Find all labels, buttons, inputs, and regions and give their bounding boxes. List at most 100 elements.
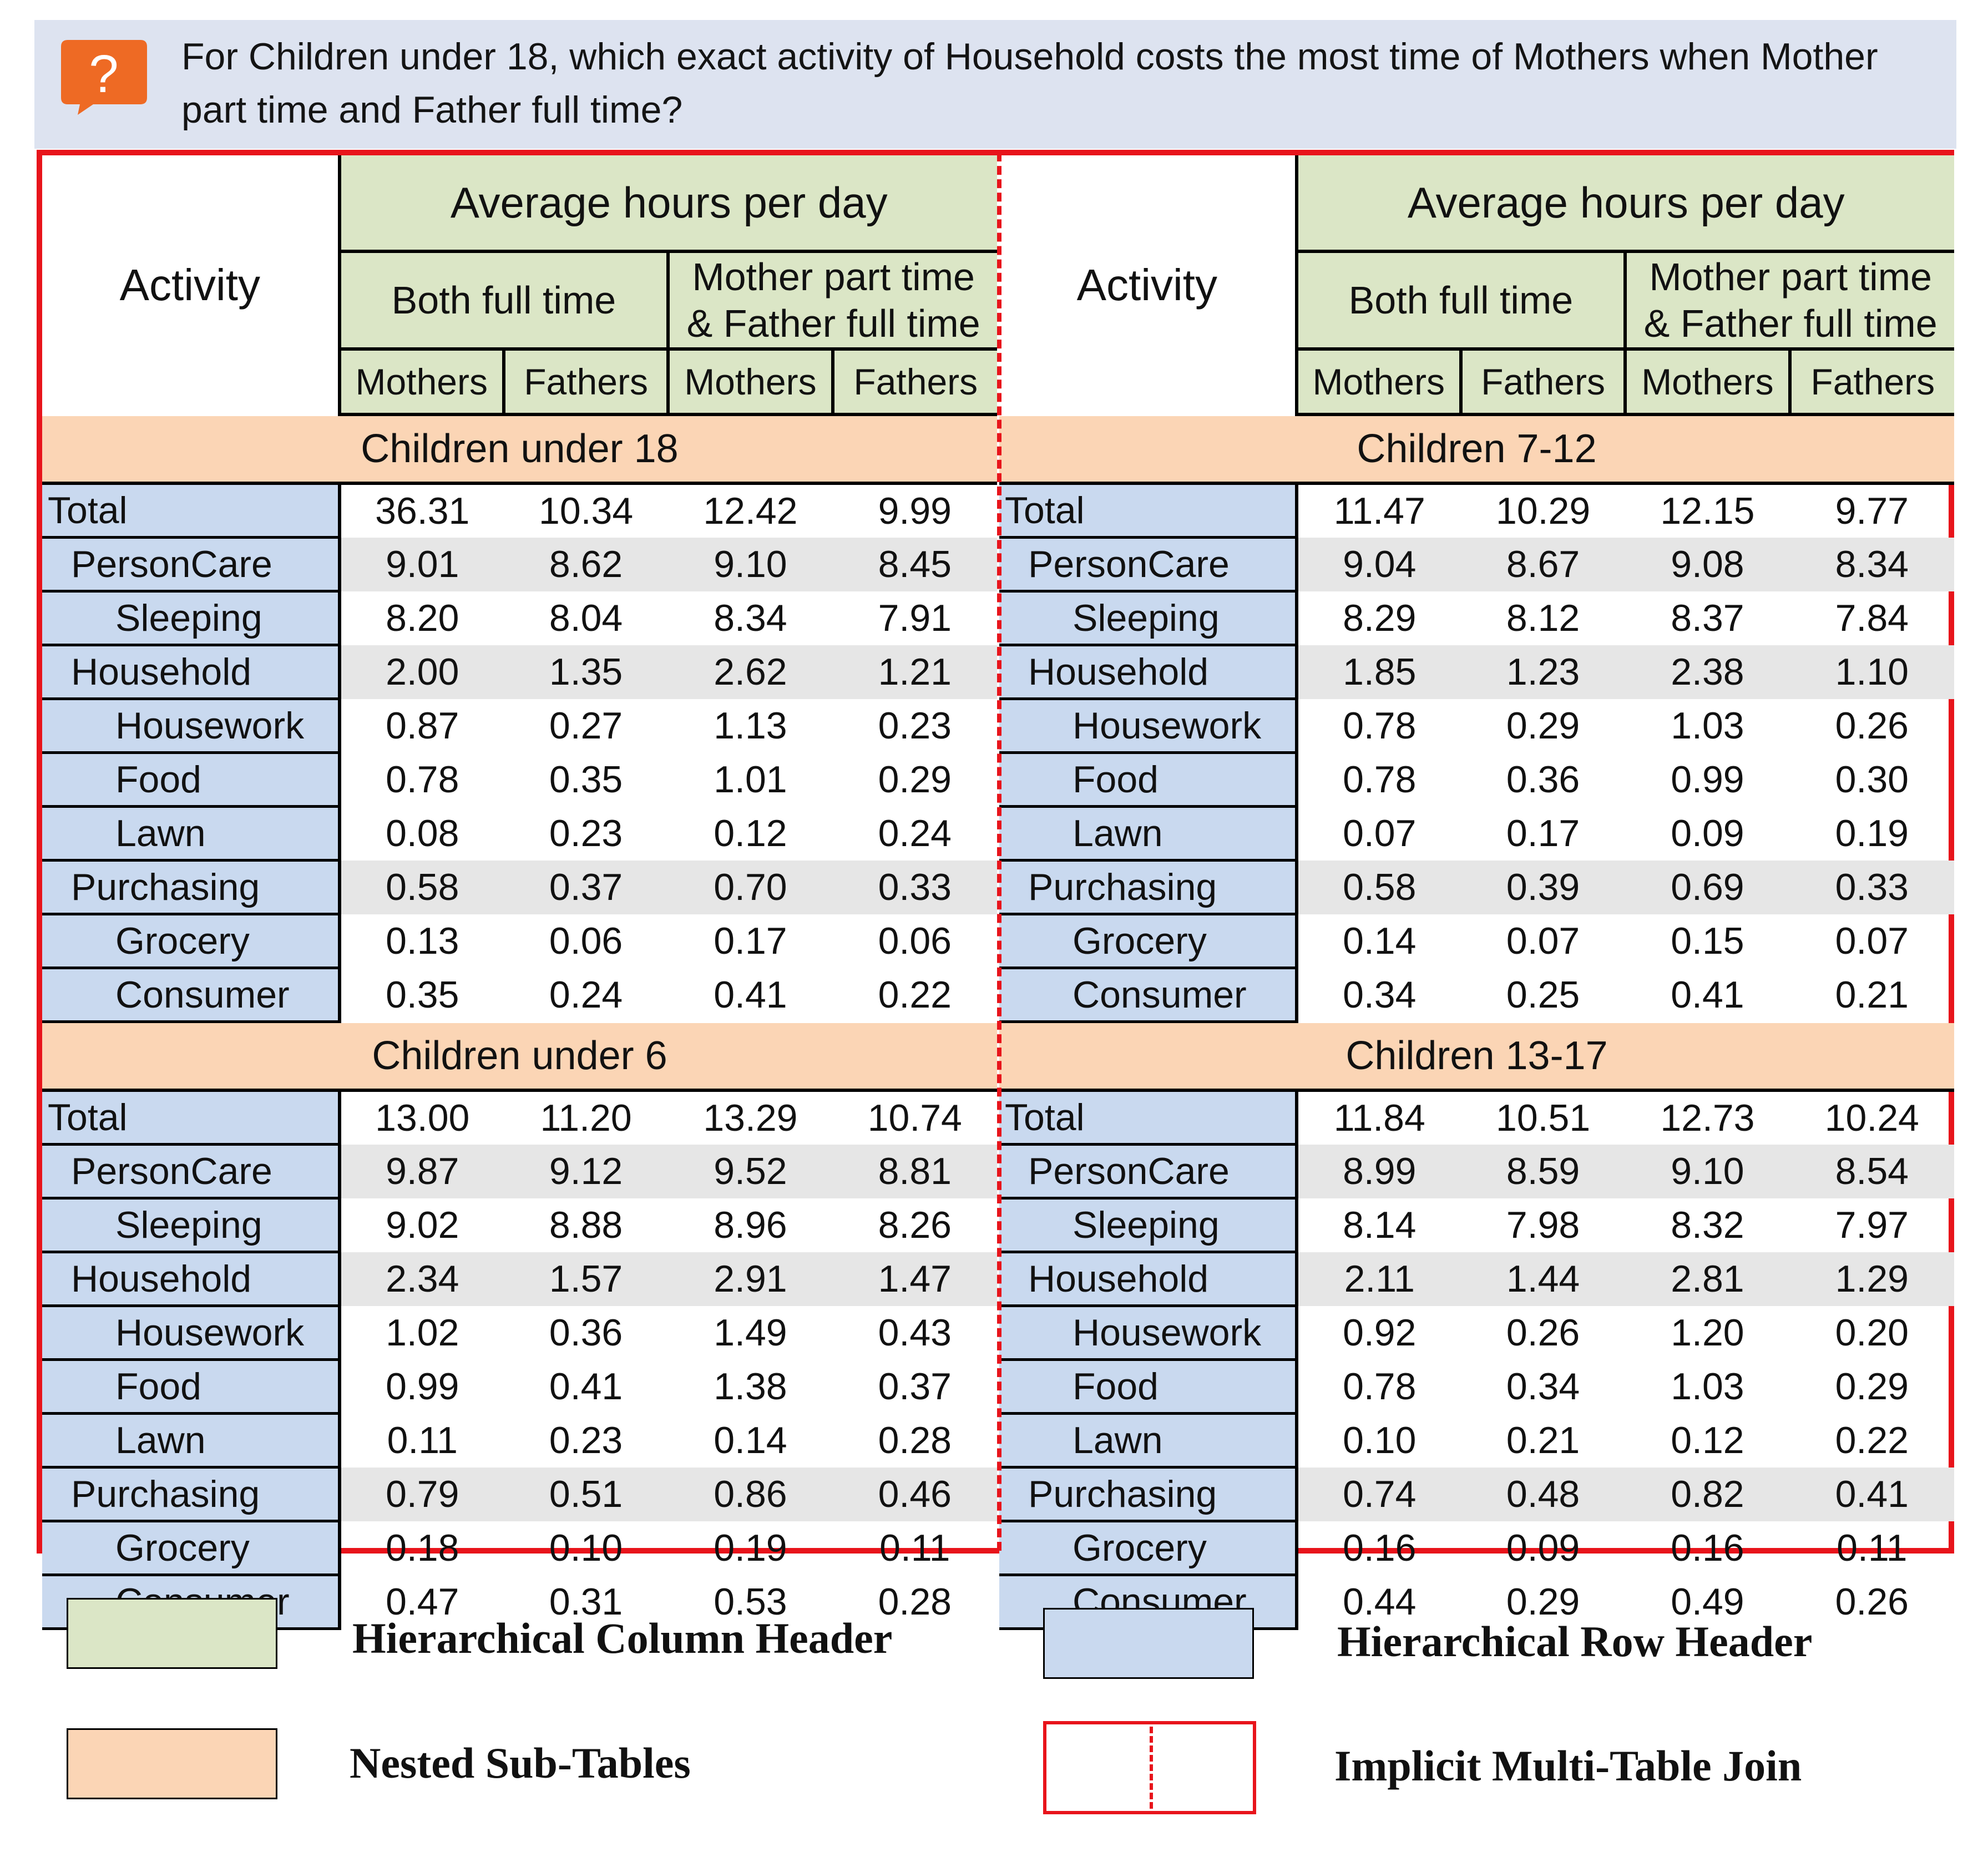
row-header: Food bbox=[999, 1359, 1298, 1415]
row-header: Sleeping bbox=[999, 591, 1298, 646]
value-cell: 0.99 bbox=[1671, 758, 1744, 801]
value-cell: 0.34 bbox=[1506, 1365, 1580, 1408]
value-cell: 0.17 bbox=[714, 920, 787, 962]
table-row: Grocery 0.16 0.09 0.16 0.11 bbox=[999, 1521, 1954, 1576]
value-cell: 0.19 bbox=[1835, 812, 1909, 854]
table-join-divider bbox=[997, 153, 1001, 1551]
table-row: Grocery 0.14 0.07 0.15 0.07 bbox=[999, 914, 1954, 969]
value-cell: 0.86 bbox=[668, 1467, 833, 1521]
row-header: Total bbox=[42, 483, 341, 539]
row-header: Housework bbox=[42, 699, 341, 754]
table-row: Consumer 0.34 0.25 0.41 0.21 bbox=[999, 968, 1954, 1023]
value-cell: 0.82 bbox=[1625, 1467, 1790, 1521]
value-cell: 12.73 bbox=[1660, 1097, 1755, 1140]
part-time-header: Mother part time & Father full time bbox=[668, 251, 997, 351]
section-title: Children 13-17 bbox=[999, 1021, 1954, 1092]
legend-label-row-header: Hierarchical Row Header bbox=[1337, 1617, 1813, 1666]
table-row: PersonCare 8.99 8.59 9.10 8.54 bbox=[999, 1144, 1954, 1200]
value-cell: 0.19 bbox=[714, 1527, 787, 1569]
row-header: Total bbox=[999, 483, 1298, 539]
value-cell: 1.10 bbox=[1789, 645, 1954, 699]
section-title: Children 7-12 bbox=[999, 414, 1954, 485]
value-cell: 0.07 bbox=[1835, 920, 1909, 962]
value-cell: 0.23 bbox=[878, 705, 952, 747]
table-row: Purchasing 0.79 0.51 0.86 0.46 bbox=[42, 1467, 997, 1522]
value-cell: 0.30 bbox=[1835, 758, 1909, 801]
value-cell: 1.02 bbox=[386, 1312, 459, 1354]
value-cell: 0.11 bbox=[387, 1419, 458, 1461]
row-header: Household bbox=[999, 1252, 1298, 1307]
value-cell: 0.92 bbox=[1343, 1312, 1417, 1354]
fathers-header: Fathers bbox=[832, 349, 997, 416]
value-cell: 0.17 bbox=[1506, 812, 1580, 854]
value-cell: 9.52 bbox=[668, 1144, 833, 1198]
value-cell: 1.49 bbox=[714, 1312, 787, 1354]
row-header: PersonCare bbox=[42, 537, 341, 593]
value-cell: 0.11 bbox=[879, 1527, 950, 1569]
value-cell: 0.58 bbox=[339, 860, 504, 914]
value-cell: 8.81 bbox=[832, 1144, 997, 1198]
legend-swatch-sub-tables bbox=[67, 1728, 277, 1799]
value-cell: 8.04 bbox=[549, 597, 623, 639]
value-cell: 1.35 bbox=[503, 645, 669, 699]
value-cell: 8.34 bbox=[714, 597, 787, 639]
value-cell: 8.45 bbox=[832, 537, 997, 591]
value-cell: 0.10 bbox=[1343, 1419, 1417, 1461]
value-cell: 8.14 bbox=[1343, 1204, 1417, 1246]
value-cell: 11.84 bbox=[1333, 1097, 1425, 1140]
section-title: Children under 18 bbox=[42, 414, 997, 485]
value-cell: 0.29 bbox=[1506, 705, 1580, 747]
value-cell: 7.91 bbox=[878, 597, 952, 639]
value-cell: 0.23 bbox=[549, 812, 623, 854]
row-header: Total bbox=[999, 1090, 1298, 1146]
value-cell: 10.24 bbox=[1824, 1097, 1919, 1140]
value-cell: 0.29 bbox=[878, 758, 952, 801]
value-cell: 8.29 bbox=[1343, 597, 1417, 639]
value-cell: 8.37 bbox=[1671, 597, 1744, 639]
value-cell: 0.43 bbox=[878, 1312, 952, 1354]
value-cell: 2.62 bbox=[668, 645, 833, 699]
value-cell: 1.44 bbox=[1460, 1252, 1626, 1306]
value-cell: 0.08 bbox=[386, 812, 459, 854]
value-cell: 10.29 bbox=[1496, 490, 1591, 533]
table-row: Consumer 0.35 0.24 0.41 0.22 bbox=[42, 968, 997, 1023]
question-text: For Children under 18, which exact activ… bbox=[181, 36, 1878, 131]
value-cell: 9.10 bbox=[668, 537, 833, 591]
row-header: Sleeping bbox=[42, 591, 341, 646]
value-cell: 7.97 bbox=[1835, 1204, 1909, 1246]
value-cell: 8.59 bbox=[1460, 1144, 1626, 1198]
section-title: Children under 6 bbox=[42, 1021, 997, 1092]
table-row: Lawn 0.07 0.17 0.09 0.19 bbox=[999, 806, 1954, 862]
value-cell: 0.23 bbox=[549, 1419, 623, 1461]
value-cell: 0.13 bbox=[386, 920, 459, 962]
row-header: Consumer bbox=[999, 968, 1298, 1023]
value-cell: 0.46 bbox=[832, 1467, 997, 1521]
table-row: PersonCare 9.01 8.62 9.10 8.45 bbox=[42, 537, 997, 593]
activity-header: Activity bbox=[999, 155, 1298, 414]
value-cell: 8.32 bbox=[1671, 1204, 1744, 1246]
value-cell: 0.21 bbox=[1506, 1419, 1580, 1461]
value-cell: 0.39 bbox=[1460, 860, 1626, 914]
table-row: Household 2.34 1.57 2.91 1.47 bbox=[42, 1252, 997, 1307]
table-row: Sleeping 8.14 7.98 8.32 7.97 bbox=[999, 1198, 1954, 1253]
value-cell: 1.03 bbox=[1671, 705, 1744, 747]
table-row: Total 11.84 10.51 12.73 10.24 bbox=[999, 1090, 1954, 1146]
value-cell: 0.14 bbox=[1343, 920, 1417, 962]
value-cell: 2.11 bbox=[1296, 1252, 1461, 1306]
value-cell: 0.35 bbox=[386, 974, 459, 1016]
value-cell: 0.28 bbox=[878, 1419, 952, 1461]
question-banner: ? For Children under 18, which exact act… bbox=[34, 20, 1956, 149]
value-cell: 0.22 bbox=[878, 974, 952, 1016]
value-cell: 0.24 bbox=[549, 974, 623, 1016]
avg-hours-header: Average hours per day bbox=[1296, 155, 1954, 253]
row-header: Housework bbox=[999, 1305, 1298, 1361]
row-header: Grocery bbox=[999, 1521, 1298, 1576]
value-cell: 1.29 bbox=[1789, 1252, 1954, 1306]
row-header: Household bbox=[42, 1252, 341, 1307]
table-row: Housework 1.02 0.36 1.49 0.43 bbox=[42, 1305, 997, 1361]
value-cell: 0.37 bbox=[878, 1365, 952, 1408]
value-cell: 0.06 bbox=[878, 920, 952, 962]
value-cell: 0.11 bbox=[1837, 1527, 1908, 1569]
value-cell: 0.26 bbox=[1506, 1312, 1580, 1354]
value-cell: 0.16 bbox=[1343, 1527, 1417, 1569]
